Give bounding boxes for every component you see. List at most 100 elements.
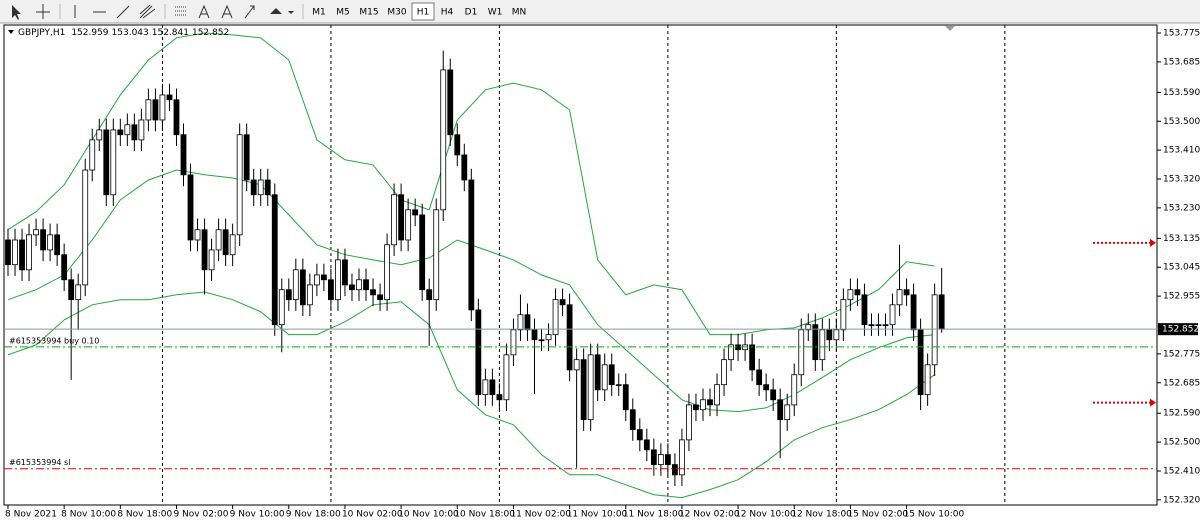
timeframe-label[interactable]: M15 <box>359 8 378 18</box>
y-tick-label: 153.045 <box>1163 263 1200 273</box>
y-tick-label: 152.410 <box>1163 466 1200 476</box>
candle-body <box>419 214 426 291</box>
candle-body <box>377 294 383 301</box>
candle-body <box>271 194 278 326</box>
cursor-tool[interactable] <box>12 5 21 20</box>
candle-body <box>468 179 475 311</box>
candle-body <box>721 359 727 386</box>
candle-body <box>594 354 601 391</box>
chart-header: GBPJPY,H1 152.959 153.043 152.841 152.852 <box>18 28 229 38</box>
fibo-tool[interactable] <box>175 6 187 16</box>
candle-body <box>194 229 201 241</box>
x-tick-label: 11 Nov 10:00 <box>567 510 628 520</box>
candle-body <box>349 284 355 291</box>
candle-body <box>138 119 145 141</box>
candle-body <box>770 389 777 401</box>
y-tick-label: 153.685 <box>1163 57 1200 67</box>
candle-body <box>580 359 587 421</box>
candle-body <box>931 294 938 366</box>
x-tick-label: 15 Nov 02:00 <box>847 510 908 520</box>
candle-body <box>524 314 531 331</box>
x-tick-label: 12 Nov 10:00 <box>735 510 796 520</box>
candle-body <box>384 244 390 301</box>
crosshair-tool[interactable] <box>36 4 50 19</box>
chart: #615353994 buy 0.10 #615353994 sl GBPJPY,H… <box>3 24 1158 506</box>
order-label: #615353994 buy 0.10 <box>9 336 99 345</box>
candle-body <box>342 259 348 286</box>
candle-body <box>538 339 545 342</box>
candle-body <box>40 229 46 251</box>
arrow-tool[interactable] <box>244 5 255 19</box>
candle-body <box>426 289 433 301</box>
timeframe-label[interactable]: D1 <box>465 8 478 18</box>
candle-body <box>257 179 264 196</box>
timeframe-label[interactable]: MN <box>512 8 527 18</box>
x-tick-label: 10 Nov 18:00 <box>454 510 515 520</box>
timeframe-label[interactable]: M30 <box>387 8 406 18</box>
y-tick-label: 152.320 <box>1163 495 1200 505</box>
arrow-head <box>1150 238 1156 247</box>
y-tick-label: 152.500 <box>1163 438 1200 448</box>
candle-body <box>454 134 461 156</box>
candle-body <box>573 359 580 371</box>
candle-body <box>370 289 376 296</box>
candle-body <box>903 289 910 296</box>
y-tick-label: 152.775 <box>1163 349 1200 359</box>
candle-body <box>363 279 369 291</box>
timeframe-button[interactable] <box>411 2 435 21</box>
candle-body <box>285 289 292 301</box>
candle-body <box>686 404 692 441</box>
candle-body <box>482 379 489 396</box>
candle-body <box>278 289 285 326</box>
candle-body <box>201 229 208 271</box>
label-tool[interactable] <box>221 4 233 19</box>
candle-body <box>805 324 812 331</box>
timeframe-label[interactable]: M5 <box>336 8 350 18</box>
candle-body <box>335 259 341 301</box>
header-field: 152.959 <box>71 28 108 38</box>
shapes-tool[interactable] <box>270 8 294 14</box>
candle-body <box>749 344 756 371</box>
text-tool[interactable] <box>198 4 210 19</box>
candle-body <box>615 384 622 387</box>
candle-body <box>545 334 552 341</box>
candle-body <box>152 99 159 121</box>
candle-body <box>833 329 840 341</box>
candle-body <box>166 94 173 101</box>
candle-body <box>728 344 734 361</box>
candle-body <box>510 329 517 356</box>
candle-body <box>700 399 706 411</box>
header-arrow <box>8 30 14 34</box>
candle-body <box>924 364 931 396</box>
timeframe-label[interactable]: H4 <box>441 8 454 18</box>
candle-body <box>250 179 257 196</box>
candle-body <box>47 234 54 251</box>
candle-body <box>391 194 398 246</box>
toolbar-bg <box>0 0 1200 23</box>
candle-body <box>131 124 138 141</box>
x-tick-label: 11 Nov 02:00 <box>510 510 571 520</box>
timeframe-label[interactable]: M1 <box>312 8 326 18</box>
candle-body <box>777 399 784 421</box>
y-tick-label: 153.320 <box>1163 175 1200 185</box>
candle-body <box>679 439 685 476</box>
timeframe-label[interactable]: W1 <box>488 8 503 18</box>
timeframe-label[interactable]: H1 <box>417 8 430 18</box>
candle-body <box>187 174 194 241</box>
candle-body <box>517 314 524 331</box>
header-field: 152.852 <box>192 28 229 38</box>
x-tick-label: 12 Nov 02:00 <box>679 510 740 520</box>
candle-body <box>812 324 819 361</box>
header-field: GBPJPY,H1 <box>18 28 65 38</box>
candle-body <box>124 124 131 136</box>
candle-body <box>559 299 566 306</box>
x-tick-label: 15 Nov 10:00 <box>904 510 965 520</box>
candle-body <box>222 229 229 256</box>
candle-body <box>19 239 25 271</box>
x-tick-label: 9 Nov 10:00 <box>230 510 285 520</box>
channel-tool[interactable] <box>139 4 156 19</box>
header-field: 152.841 <box>152 28 189 38</box>
candle-body <box>447 69 454 136</box>
trendline-tool[interactable] <box>116 5 130 19</box>
